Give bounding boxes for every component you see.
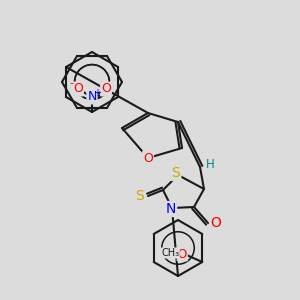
Text: +: + <box>93 88 101 98</box>
Text: O: O <box>101 82 111 95</box>
Text: S: S <box>172 166 180 180</box>
Text: O: O <box>143 152 153 164</box>
Text: O: O <box>211 216 221 230</box>
Text: O: O <box>73 82 83 95</box>
Text: N: N <box>166 202 176 216</box>
Text: CH₃: CH₃ <box>161 248 179 258</box>
Text: H: H <box>206 158 214 172</box>
Text: -: - <box>69 78 73 88</box>
Text: N: N <box>87 91 97 103</box>
Text: S: S <box>136 189 144 203</box>
Text: O: O <box>178 248 187 260</box>
